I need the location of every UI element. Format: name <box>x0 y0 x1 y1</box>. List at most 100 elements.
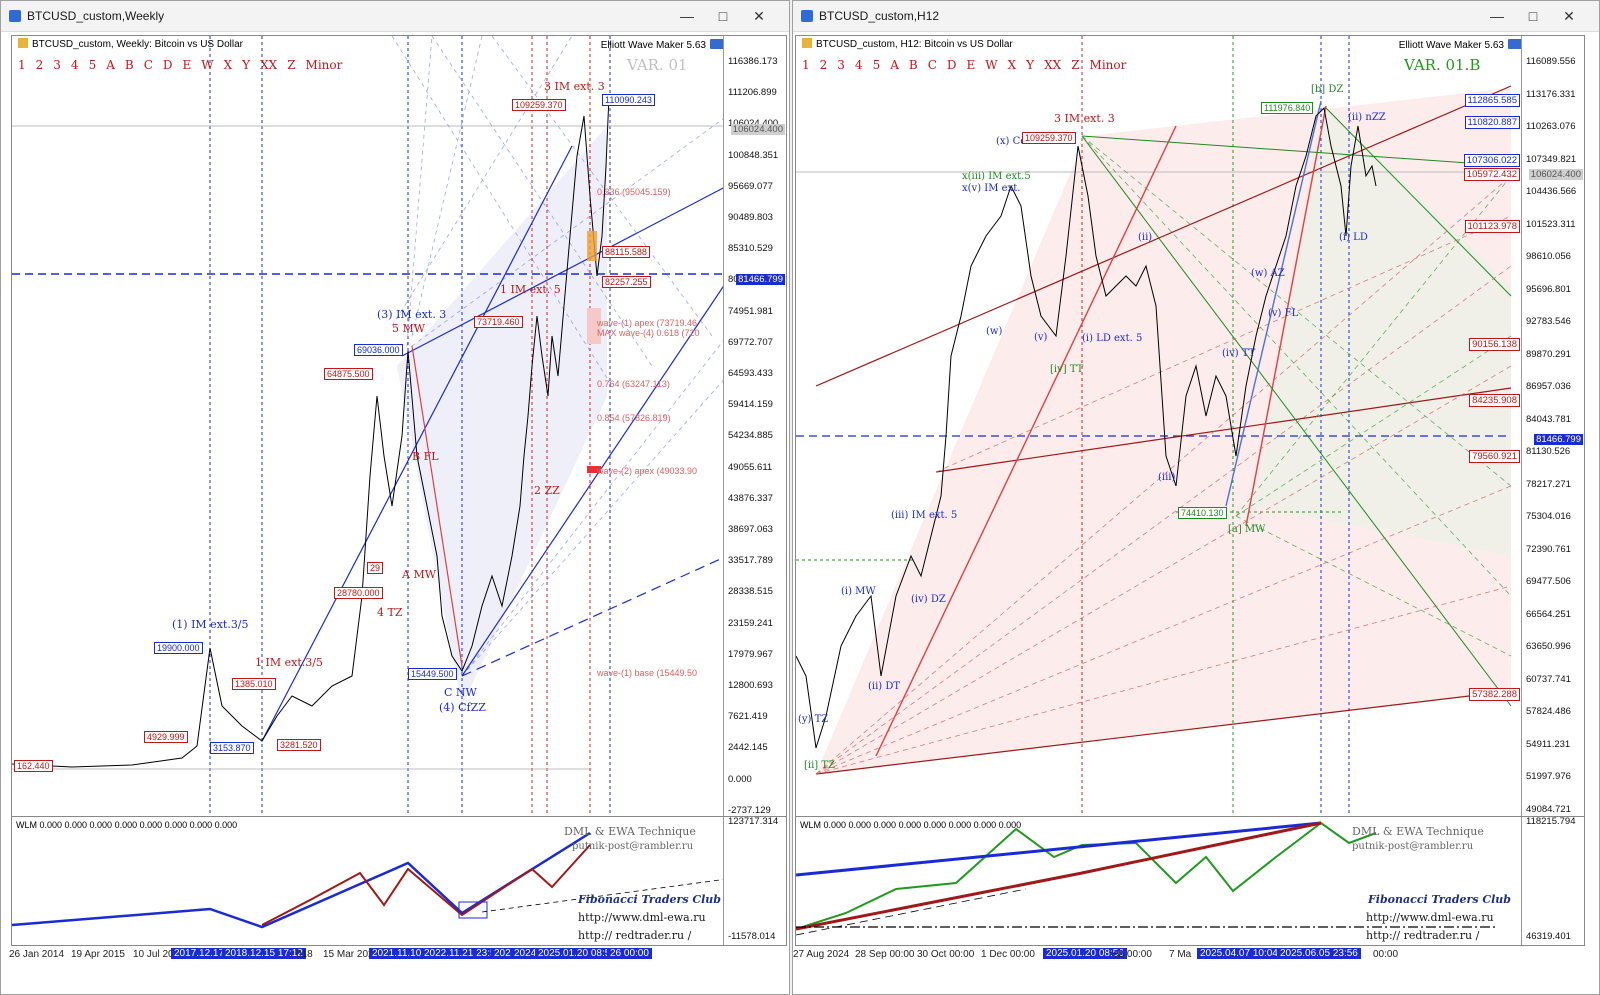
price-box[interactable]: 29 <box>367 562 384 574</box>
wave-degree-1[interactable]: 2 <box>35 58 44 72</box>
level-price-tag: 101123.978 <box>1464 220 1520 233</box>
wlm-indicator-panel[interactable]: WLM 0.000 0.000 0.000 0.000 0.000 0.000 … <box>795 816 1585 946</box>
price-box[interactable]: 82257.255 <box>602 276 651 288</box>
wave-degree-2[interactable]: 3 <box>837 58 845 72</box>
wave-degree-bar[interactable]: 1 2 3 4 5 A B C D E W X Y XX Z Minor <box>18 58 352 72</box>
price-box[interactable]: 69036.000 <box>354 344 403 356</box>
time-tick-label: 018 <box>296 949 313 960</box>
indicator-axis-top: 118215.794 <box>1526 816 1576 827</box>
wave-degree-3[interactable]: 4 <box>854 58 863 72</box>
wave-degree-7[interactable]: C <box>143 58 153 72</box>
wave-degree-12[interactable]: Y <box>242 58 251 72</box>
wave-label: (iii) IM ext. 5 <box>891 510 958 521</box>
wave-degree-10[interactable]: W <box>985 58 998 72</box>
wave-degree-3[interactable]: 4 <box>70 58 79 72</box>
wave-degree-2[interactable]: 3 <box>53 58 61 72</box>
graduation-cap-icon[interactable] <box>710 39 724 49</box>
price-tick-label: 101523.311 <box>1526 218 1576 230</box>
title-bar[interactable]: BTCUSD_custom,Weekly — □ ✕ <box>1 1 789 32</box>
wave-degree-bar[interactable]: 1 2 3 4 5 A B C D E W X Y XX Z Minor <box>802 58 1136 72</box>
price-tick-label: 104436.566 <box>1526 186 1577 197</box>
wave-label: (i) LD <box>1339 232 1368 243</box>
time-axis[interactable]: 26 Jan 2014 19 Apr 2015 10 Jul 20 2017.12.1… <box>9 947 787 964</box>
h12-chart-window[interactable]: BTCUSD_custom,H12 — □ ✕ <box>792 0 1600 995</box>
minimize-button[interactable]: — <box>680 8 694 24</box>
chart-drawing <box>12 36 728 816</box>
price-chart[interactable]: BTCUSD_custom, Weekly: Bitcoin vs US Dol… <box>11 35 787 942</box>
wave-degree-14[interactable]: Z <box>287 58 296 72</box>
window-title: BTCUSD_custom,H12 <box>819 9 940 23</box>
wave-degree-1[interactable]: 2 <box>819 58 828 72</box>
credit-line[interactable]: http:// redtrader.ru / <box>1366 929 1480 942</box>
price-box[interactable]: 3281.520 <box>277 739 321 751</box>
wave-degree-6[interactable]: B <box>908 58 918 72</box>
level-price-tag: 110820.887 <box>1464 116 1520 129</box>
wave-degree-0[interactable]: 1 <box>18 58 26 72</box>
credit-line[interactable]: http://www.dml-ewa.ru <box>578 911 706 924</box>
wave-degree-5[interactable]: A <box>890 58 899 72</box>
maximize-button[interactable]: □ <box>718 8 728 24</box>
close-button[interactable]: ✕ <box>753 8 765 24</box>
price-box[interactable]: 110090.243 <box>602 94 655 106</box>
price-box[interactable]: 74410.130 <box>1178 507 1227 519</box>
wave-degree-13[interactable]: XX <box>1044 58 1062 72</box>
wave-degree-15[interactable]: Minor <box>1089 58 1127 72</box>
credit-line[interactable]: http:// redtrader.ru / <box>578 929 692 942</box>
wave-degree-6[interactable]: B <box>124 58 134 72</box>
close-button[interactable]: ✕ <box>1563 8 1575 24</box>
wave-degree-15[interactable]: Minor <box>305 58 343 72</box>
level-price-tag: 107306.022 <box>1463 154 1520 167</box>
level-price-tag: 112865.585 <box>1464 94 1520 107</box>
wave-degree-9[interactable]: E <box>966 58 976 72</box>
price-box[interactable]: 15449.500 <box>408 668 457 680</box>
level-price-tag: 57382.288 <box>1469 688 1520 701</box>
price-box[interactable]: 111976.840 <box>1261 102 1314 114</box>
wave-degree-7[interactable]: C <box>927 58 937 72</box>
price-box[interactable]: 1385.010 <box>232 678 276 690</box>
price-box[interactable]: 109259.370 <box>512 99 566 111</box>
wlm-indicator-panel[interactable]: WLM 0.000 0.000 0.000 0.000 0.000 0.000 … <box>11 816 787 946</box>
time-tick-label: 2018.12.15 17:12 <box>222 948 306 959</box>
wave-label: (x) CeFL <box>996 136 1040 147</box>
price-box[interactable]: 3153.870 <box>210 742 254 754</box>
wave-degree-0[interactable]: 1 <box>802 58 810 72</box>
price-box[interactable]: 109259.370 <box>1022 132 1076 144</box>
price-box[interactable]: 28780.000 <box>334 587 383 599</box>
wave-degree-4[interactable]: 5 <box>88 58 97 72</box>
price-tick-label: 116386.173 <box>728 56 778 67</box>
graduation-cap-icon[interactable] <box>1508 39 1522 49</box>
wave-degree-14[interactable]: Z <box>1071 58 1080 72</box>
price-chart[interactable]: BTCUSD_custom, H12: Bitcoin vs US Dollar… <box>795 35 1585 942</box>
wave-degree-13[interactable]: XX <box>260 58 278 72</box>
wave-degree-8[interactable]: D <box>946 58 957 72</box>
price-tick-label: 89870.291 <box>1526 348 1571 360</box>
price-box[interactable]: 162.440 <box>14 760 53 772</box>
level-price-tag: 79560.921 <box>1469 450 1520 463</box>
price-box[interactable]: 64875.500 <box>324 368 373 380</box>
wave-degree-4[interactable]: 5 <box>872 58 881 72</box>
price-box[interactable]: 88115.588 <box>602 246 650 258</box>
wave-degree-11[interactable]: X <box>223 58 233 72</box>
time-axis[interactable]: 27 Aug 2024 28 Sep 00:00 30 Oct 00:00 1 Dec… <box>793 947 1585 964</box>
price-box[interactable]: 73719.460 <box>474 316 523 328</box>
price-box[interactable]: 4929.999 <box>144 731 188 743</box>
wave-label: (3) IM ext. 3 <box>377 308 447 321</box>
wave-degree-10[interactable]: W <box>201 58 214 72</box>
credit-line[interactable]: http://www.dml-ewa.ru <box>1366 911 1494 924</box>
price-axis[interactable]: 116386.173 111206.899 106024.400 100848.351… <box>723 36 786 941</box>
weekly-chart-window[interactable]: BTCUSD_custom,Weekly — □ ✕ <box>0 0 790 995</box>
wave-degree-8[interactable]: D <box>162 58 173 72</box>
title-bar[interactable]: BTCUSD_custom,H12 — □ ✕ <box>793 1 1599 32</box>
minimize-button[interactable]: — <box>1490 8 1504 24</box>
wave-degree-5[interactable]: A <box>106 58 115 72</box>
time-tick-label: 10 Jul 20 <box>133 949 174 960</box>
target-label: MAX wave-(4) 0.618 (720 <box>597 328 700 338</box>
wave-degree-9[interactable]: E <box>182 58 192 72</box>
price-tick-label: 63650.996 <box>1526 641 1571 652</box>
wave-degree-11[interactable]: X <box>1007 58 1017 72</box>
maximize-button[interactable]: □ <box>1528 8 1538 24</box>
wave-degree-12[interactable]: Y <box>1026 58 1035 72</box>
price-tick-label: 95669.077 <box>728 180 773 192</box>
price-axis[interactable]: 116089.556 113176.331 110263.076 107349.821… <box>1521 36 1584 941</box>
price-box[interactable]: 19900.000 <box>154 642 203 654</box>
